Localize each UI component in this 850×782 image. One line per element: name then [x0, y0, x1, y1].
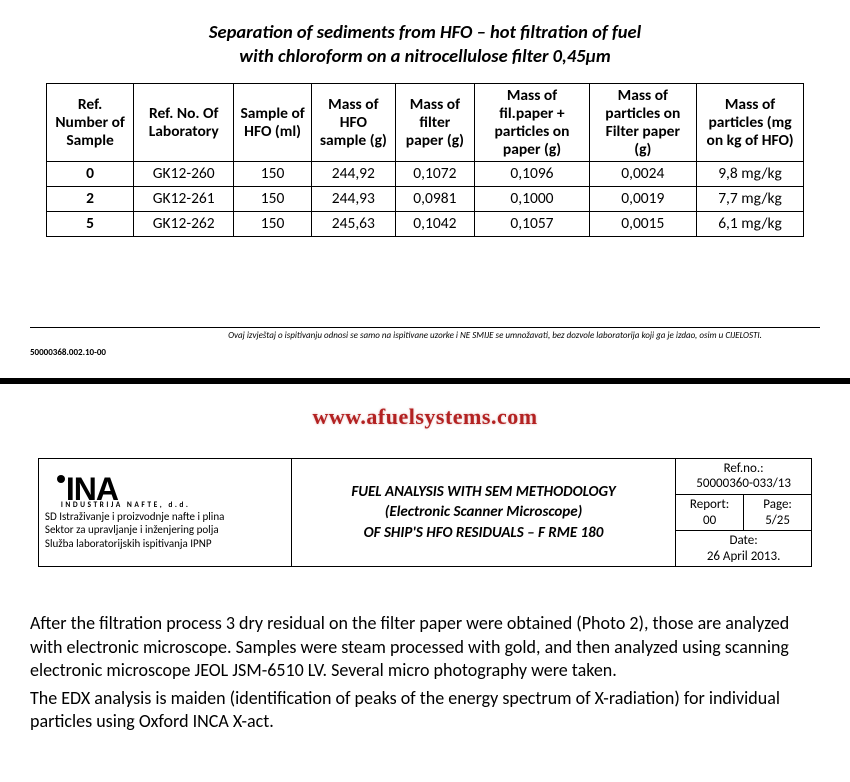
report-cell: Report: 00: [676, 494, 744, 530]
cell: 9,8 mg/kg: [696, 162, 803, 187]
cell: 0,0981: [395, 187, 475, 212]
date-label: Date:: [682, 533, 805, 549]
logo-subtitle: INDUSTRIJA NAFTE, d.d.: [61, 501, 285, 510]
date-cell: Date: 26 April 2013.: [676, 531, 812, 567]
cell: 0,1072: [395, 162, 475, 187]
table-header-row: Ref. Number of Sample Ref. No. Of Labora…: [46, 84, 803, 162]
col-header: Mass of fil.paper + particles on paper (…: [475, 84, 590, 162]
cell: GK12-262: [134, 211, 234, 236]
cell: 150: [234, 187, 312, 212]
col-header: Mass of particles (mg on kg of HFO): [696, 84, 803, 162]
page-divider: [0, 378, 850, 384]
logo-cell: INA INDUSTRIJA NAFTE, d.d. SD Istraživan…: [38, 458, 291, 567]
cell: 0,1000: [475, 187, 590, 212]
refno-value: 50000360-033/13: [682, 476, 805, 492]
cell: 244,93: [312, 187, 395, 212]
cell: 2: [46, 187, 134, 212]
logo-text: INA: [66, 476, 118, 503]
report-title-cell: FUEL ANALYSIS WITH SEM METHODOLOGY (Elec…: [291, 458, 675, 567]
cell: 0: [46, 162, 134, 187]
cell: 0,0024: [589, 162, 696, 187]
table-row: 5 GK12-262 150 245,63 0,1042 0,1057 0,00…: [46, 211, 803, 236]
body-text: After the filtration process 3 dry resid…: [30, 612, 820, 733]
page-label: Page:: [750, 497, 805, 513]
report-title-line: OF SHIP'S HFO RESIDUALS – F RME 180: [300, 523, 667, 543]
title-line-2: with chloroform on a nitrocellulose filt…: [30, 44, 820, 68]
cell: 5: [46, 211, 134, 236]
page-value: 5/25: [750, 513, 805, 529]
cell: 150: [234, 162, 312, 187]
report-title-line: (Electronic Scanner Microscope): [300, 502, 667, 522]
title-line-1: Separation of sediments from HFO – hot f…: [30, 20, 820, 44]
org-line: Sektor za upravljanje i inženjering polj…: [45, 523, 285, 536]
report-value: 00: [682, 513, 737, 529]
report-header-table: INA INDUSTRIJA NAFTE, d.d. SD Istraživan…: [38, 458, 812, 568]
footer-disclaimer: Ovaj izvještaj o ispitivanju odnosi se s…: [30, 327, 820, 341]
logo-dot-icon: [57, 475, 65, 483]
refno-cell: Ref.no.: 50000360-033/13: [676, 458, 812, 494]
cell: 0,1096: [475, 162, 590, 187]
cell: 244,92: [312, 162, 395, 187]
col-header: Sample of HFO (ml): [234, 84, 312, 162]
cell: GK12-261: [134, 187, 234, 212]
cell: 0,0015: [589, 211, 696, 236]
body-paragraph: After the filtration process 3 dry resid…: [30, 612, 820, 682]
cell: 0,1042: [395, 211, 475, 236]
date-value: 26 April 2013.: [682, 549, 805, 565]
table-row: 2 GK12-261 150 244,93 0,0981 0,1000 0,00…: [46, 187, 803, 212]
col-header: Ref. No. Of Laboratory: [134, 84, 234, 162]
document-title: Separation of sediments from HFO – hot f…: [30, 20, 820, 68]
ina-logo: INA: [57, 475, 285, 503]
cell: GK12-260: [134, 162, 234, 187]
table-row: 0 GK12-260 150 244,92 0,1072 0,1096 0,00…: [46, 162, 803, 187]
col-header: Mass of filter paper (g): [395, 84, 475, 162]
cell: 150: [234, 211, 312, 236]
body-paragraph: The EDX analysis is maiden (identificati…: [30, 687, 820, 734]
report-title-line: FUEL ANALYSIS WITH SEM METHODOLOGY: [300, 482, 667, 502]
refno-label: Ref.no.:: [682, 461, 805, 477]
cell: 7,7 mg/kg: [696, 187, 803, 212]
col-header: Ref. Number of Sample: [46, 84, 134, 162]
sediment-table: Ref. Number of Sample Ref. No. Of Labora…: [46, 83, 804, 237]
footer-code: 50000368.002.10-00: [30, 347, 820, 358]
col-header: Mass of HFO sample (g): [312, 84, 395, 162]
cell: 0,1057: [475, 211, 590, 236]
org-line: Služba laboratorijskih ispitivanja IPNP: [45, 537, 285, 550]
report-label: Report:: [682, 497, 737, 513]
cell: 245,63: [312, 211, 395, 236]
page-cell: Page: 5/25: [744, 494, 812, 530]
org-line: SD Istraživanje i proizvodnje nafte i pl…: [45, 510, 285, 523]
cell: 6,1 mg/kg: [696, 211, 803, 236]
cell: 0,0019: [589, 187, 696, 212]
watermark-url: www.afuelsystems.com: [30, 404, 820, 430]
col-header: Mass of particles on Filter paper (g): [589, 84, 696, 162]
